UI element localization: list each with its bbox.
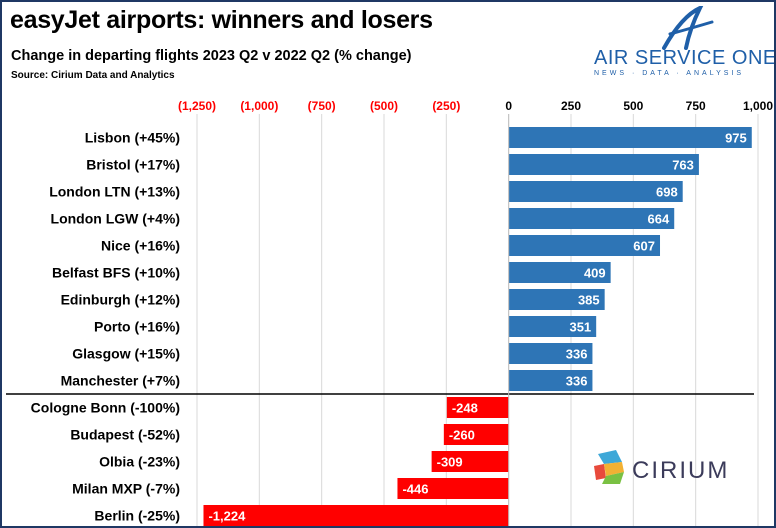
category-label: Budapest (-52%) [70, 427, 180, 443]
value-label: 351 [569, 320, 591, 335]
bar [508, 154, 699, 175]
chart-title: easyJet airports: winners and losers [10, 6, 433, 34]
value-label: -260 [449, 428, 475, 443]
value-label: 385 [578, 293, 600, 308]
bar [443, 424, 509, 445]
chart-subtitle: Change in departing flights 2023 Q2 v 20… [11, 48, 412, 64]
x-tick-label: 0 [505, 99, 512, 113]
category-label: Edinburgh (+12%) [61, 292, 180, 308]
bar [397, 478, 509, 499]
bar [508, 262, 611, 283]
aso-name: AIR SERVICE ONE [594, 47, 776, 69]
category-label: Lisbon (+45%) [85, 130, 180, 146]
category-label: Bristol (+17%) [86, 157, 180, 173]
cirium-mark-icon [594, 450, 624, 484]
value-label: 336 [566, 374, 588, 389]
bar [508, 316, 597, 337]
x-tick-label: (500) [370, 99, 398, 113]
category-label: Porto (+16%) [94, 319, 180, 335]
bar [508, 235, 661, 256]
value-label: 698 [656, 185, 678, 200]
x-tick-label: 750 [686, 99, 706, 113]
x-tick-label: 250 [561, 99, 581, 113]
value-label: -248 [452, 401, 478, 416]
bar [508, 181, 683, 202]
value-label: 336 [566, 347, 588, 362]
value-label: 763 [672, 158, 694, 173]
bar [508, 343, 593, 364]
value-label: -309 [437, 455, 463, 470]
category-label: Nice (+16%) [101, 238, 180, 254]
value-label: -1,224 [208, 509, 246, 524]
air-service-one-logo: AIR SERVICE ONE NEWS · DATA · ANALYSIS [582, 6, 774, 86]
chart-source: Source: Cirium Data and Analytics [11, 70, 175, 81]
x-tick-label: 1,000 [743, 99, 773, 113]
x-tick-label: (250) [432, 99, 460, 113]
category-label: London LGW (+4%) [51, 211, 180, 227]
value-label: -446 [402, 482, 428, 497]
category-label: Olbia (-23%) [99, 454, 180, 470]
category-label: Manchester (+7%) [61, 373, 180, 389]
category-label: Belfast BFS (+10%) [52, 265, 180, 281]
category-label: Glasgow (+15%) [72, 346, 180, 362]
category-label: Berlin (-25%) [94, 508, 180, 524]
aso-a-icon [662, 6, 714, 50]
bar [431, 451, 509, 472]
x-tick-label: (750) [308, 99, 336, 113]
bar [508, 127, 752, 148]
category-label: London LTN (+13%) [49, 184, 180, 200]
bar [203, 505, 509, 526]
value-label: 607 [633, 239, 655, 254]
category-label: Milan MXP (-7%) [72, 481, 180, 497]
x-tick-label: (1,250) [178, 99, 216, 113]
cirium-logo: CIRIUM [592, 442, 742, 492]
value-label: 975 [725, 131, 747, 146]
category-label: Cologne Bonn (-100%) [31, 400, 180, 416]
bar [446, 397, 509, 418]
x-tick-label: 500 [623, 99, 643, 113]
bar [508, 289, 605, 310]
bar [508, 208, 675, 229]
value-label: 664 [648, 212, 670, 227]
cirium-wordmark: CIRIUM [632, 457, 730, 484]
aso-tagline: NEWS · DATA · ANALYSIS [594, 70, 745, 77]
x-tick-label: (1,000) [240, 99, 278, 113]
bar [508, 370, 593, 391]
value-label: 409 [584, 266, 606, 281]
